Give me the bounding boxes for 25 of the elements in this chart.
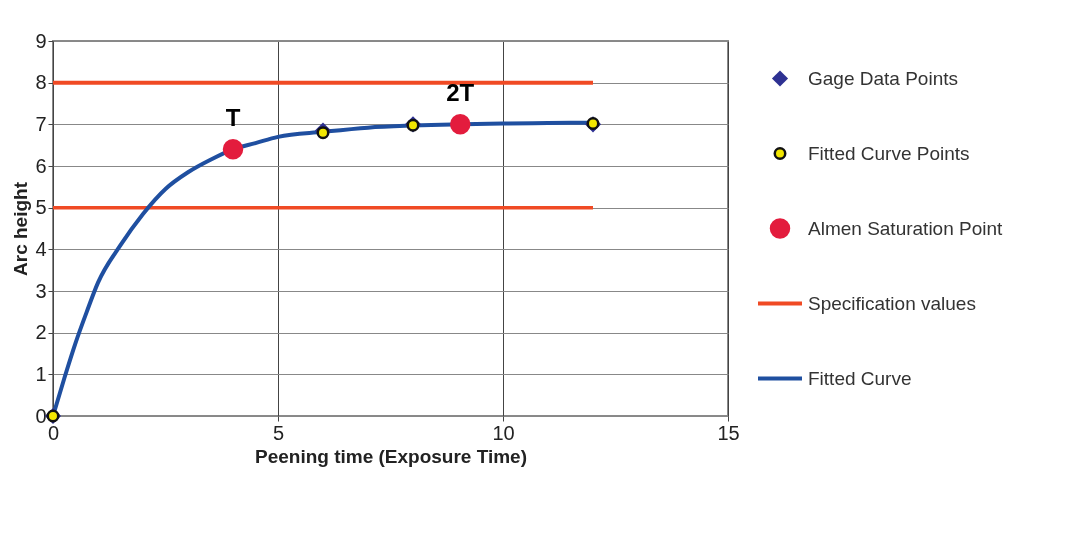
y-tick-label: 5 [35,196,47,219]
legend-label: Almen Saturation Point [808,217,1004,239]
annotation: 2T [446,79,475,107]
y-tick-label: 8 [35,71,47,94]
y-tick-label: 2 [35,321,47,344]
y-tick-label: 1 [35,362,47,385]
y-tick-label: 6 [35,154,47,177]
x-axis-title: Peening time (Exposure Time) [254,445,528,467]
y-tick-label: 0 [35,404,47,427]
y-tick-label: 3 [35,279,47,302]
legend-label: Specification values [808,292,976,314]
y-axis-title: Arc height [10,181,32,276]
legend-label: Fitted Curve Points [808,142,970,164]
y-tick-label: 4 [35,237,47,260]
point [450,114,471,135]
y-tick-label: 7 [35,112,47,135]
annotation: T [225,104,241,132]
x-tick-label: 10 [492,421,515,444]
y-tick-label: 9 [35,29,47,52]
point [222,139,244,160]
point [316,126,330,140]
legend-label: Fitted Curve [808,367,912,389]
legend-label: Gage Data Points [808,67,958,89]
x-tick-label: 5 [272,421,285,444]
x-tick-label: 15 [717,421,740,444]
